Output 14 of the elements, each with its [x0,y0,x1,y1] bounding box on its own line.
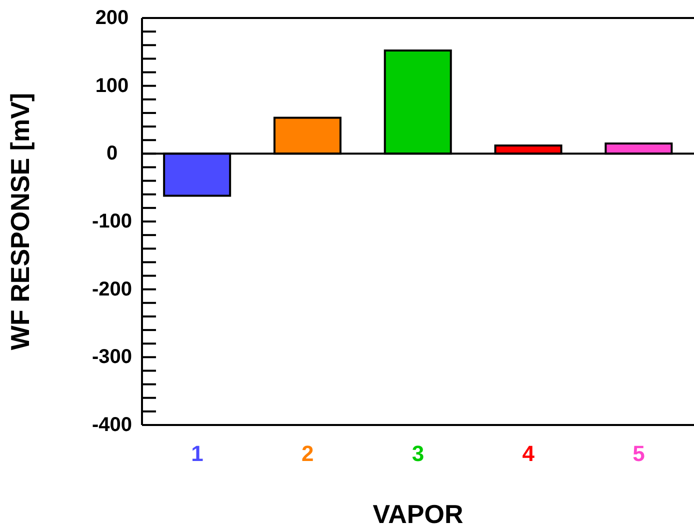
y-tick-label: 100 [95,74,129,97]
x-tick-label: 2 [301,441,314,466]
x-axis-title: VAPOR [372,499,464,529]
x-tick-label: 3 [412,441,424,466]
x-tick-label: 5 [632,441,645,466]
y-axis-title: WF RESPONSE [mV] [5,92,36,350]
y-tick-label: 200 [95,7,129,29]
x-tick-label: 4 [522,441,536,466]
y-tick-label: -100 [92,210,132,232]
y-tick-label: -300 [92,346,132,368]
x-tick-label: 1 [191,441,204,466]
y-tick-label: -400 [92,414,132,436]
y-tick-label: -200 [92,278,132,300]
y-tick-label: 0 [106,142,118,165]
